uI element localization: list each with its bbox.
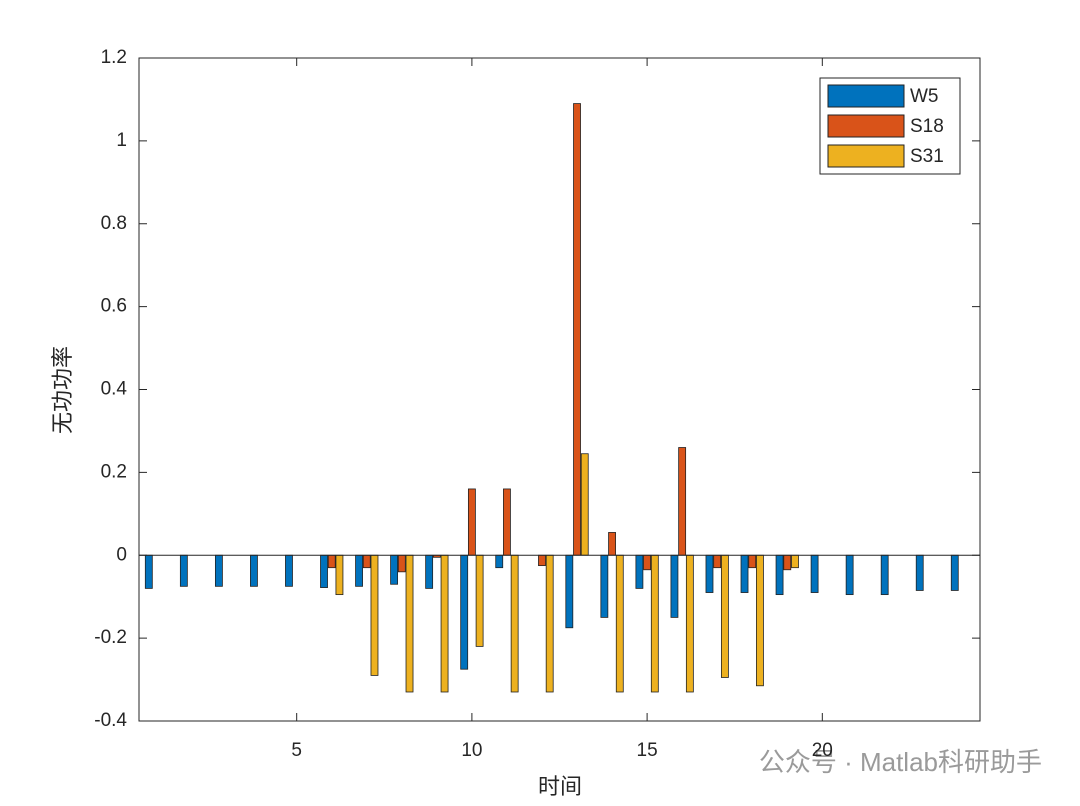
y-tick-label: 0.4 (101, 379, 128, 400)
x-tick-label: 10 (461, 740, 482, 761)
bar (565, 554, 574, 629)
bar (810, 554, 819, 593)
x-tick-label: 5 (291, 740, 302, 761)
bar (845, 554, 854, 596)
bar (635, 554, 644, 589)
bar (608, 532, 616, 556)
y-tick-label: 0.8 (101, 213, 127, 234)
bar (615, 554, 624, 693)
bar (538, 554, 546, 567)
bar (355, 554, 363, 587)
bar (362, 554, 371, 569)
bar (327, 554, 336, 569)
bar (503, 488, 511, 556)
bar (740, 554, 749, 593)
legend-swatch (827, 144, 905, 168)
y-tick-label: -0.4 (94, 710, 127, 731)
bar (179, 554, 188, 587)
y-axis-label: 无功功率 (50, 346, 75, 434)
bar (720, 554, 729, 678)
y-tick-label: 1.2 (101, 47, 127, 68)
watermark: 公众号 · Matlab科研助手 (759, 747, 1042, 777)
bar (285, 554, 293, 587)
bar (390, 554, 399, 585)
bar (214, 554, 223, 587)
bar (475, 554, 484, 647)
bar (405, 554, 414, 693)
legend-label: S18 (910, 116, 944, 137)
bar (791, 554, 799, 569)
bar (713, 554, 722, 569)
legend-label: S31 (910, 146, 944, 167)
bar (573, 103, 581, 556)
bar (580, 453, 589, 556)
bar (545, 554, 554, 693)
y-tick-label: -0.2 (94, 627, 127, 648)
legend-swatch (827, 84, 905, 108)
bar (685, 554, 694, 693)
bar (643, 554, 652, 571)
bar (495, 554, 504, 569)
bar (250, 554, 258, 587)
bar (370, 554, 379, 676)
bar (397, 554, 406, 573)
bar (650, 554, 659, 693)
bar (425, 554, 434, 589)
x-tick-label: 20 (812, 740, 833, 761)
bar (600, 554, 609, 618)
bar (320, 554, 328, 588)
bar (783, 554, 792, 571)
y-tick-label: 0 (116, 544, 127, 565)
bar (144, 554, 153, 589)
bar (510, 554, 519, 693)
bar (756, 554, 764, 687)
bar (670, 554, 679, 618)
bar (880, 554, 889, 596)
bar (440, 554, 449, 693)
y-tick-label: 0.2 (101, 461, 127, 482)
y-tick-label: 0.6 (101, 296, 127, 317)
x-axis-label: 时间 (538, 774, 582, 799)
legend-label: W5 (910, 86, 939, 107)
bar (950, 554, 959, 591)
y-tick-label: 1 (116, 130, 127, 151)
bar (335, 554, 344, 596)
bar (460, 554, 469, 670)
bar (678, 447, 687, 556)
bar (467, 488, 476, 556)
legend-swatch (827, 114, 905, 138)
bar (775, 554, 784, 596)
bar (748, 554, 757, 569)
bar (915, 554, 924, 591)
x-tick-label: 15 (637, 740, 658, 761)
bar (705, 554, 714, 593)
